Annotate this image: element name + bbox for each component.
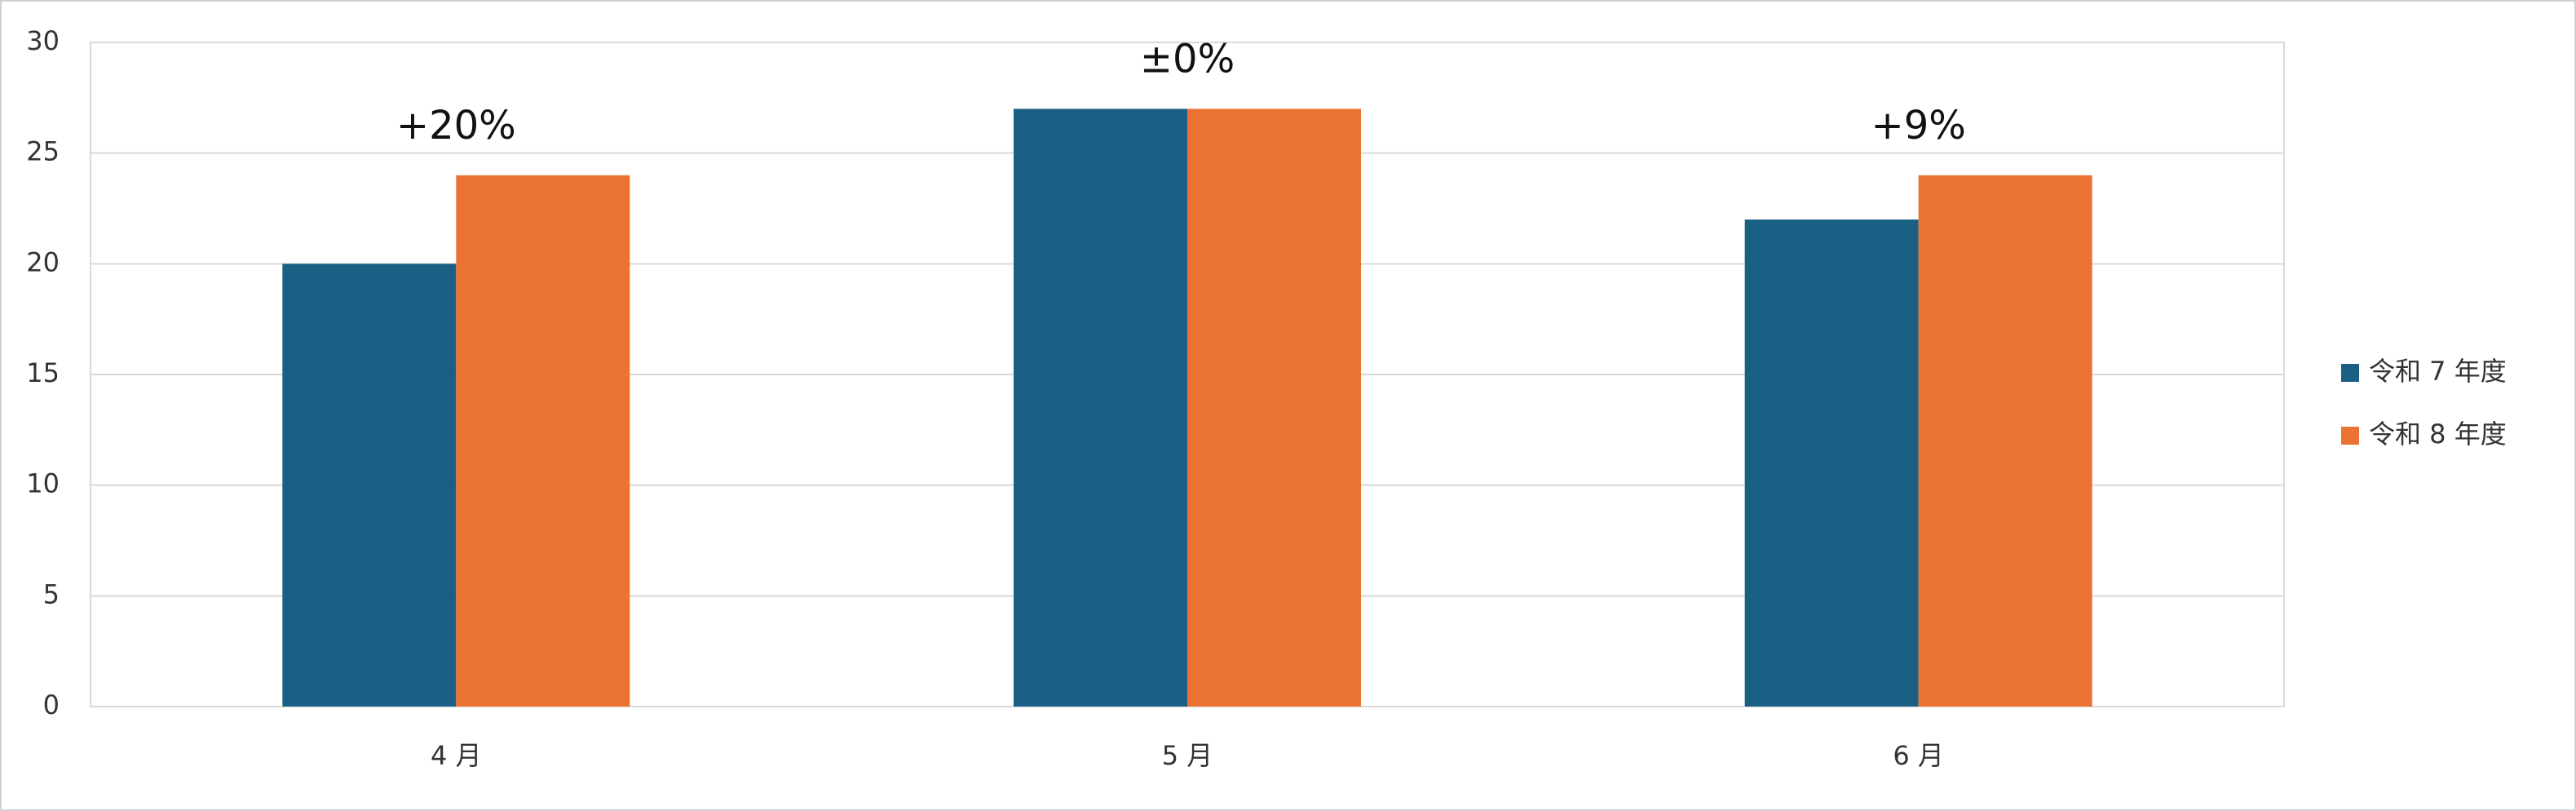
- x-tick-label: 5 月: [1162, 740, 1213, 771]
- legend-label: 令和 8 年度: [2369, 419, 2507, 450]
- bar: [1918, 175, 2092, 707]
- y-tick-label: 10: [26, 468, 60, 499]
- y-tick-label: 25: [26, 136, 60, 167]
- bar: [456, 175, 630, 707]
- annotation: ±0%: [1140, 36, 1235, 82]
- bar: [1187, 109, 1361, 707]
- y-tick-label: 20: [26, 246, 60, 277]
- legend-swatch: [2341, 427, 2359, 445]
- y-tick-label: 5: [43, 578, 60, 609]
- y-tick-label: 30: [26, 25, 60, 56]
- bar: [1744, 219, 1919, 707]
- y-tick-label: 0: [43, 689, 60, 720]
- x-tick-label: 6 月: [1893, 740, 1944, 771]
- legend-label: 令和 7 年度: [2369, 356, 2507, 387]
- x-tick-label: 4 月: [431, 740, 482, 771]
- bar: [1014, 109, 1187, 707]
- annotation: +20%: [396, 103, 516, 148]
- legend-swatch: [2341, 364, 2359, 382]
- bar: [282, 264, 457, 707]
- y-tick-label: 15: [26, 357, 60, 388]
- annotation: +9%: [1871, 103, 1965, 148]
